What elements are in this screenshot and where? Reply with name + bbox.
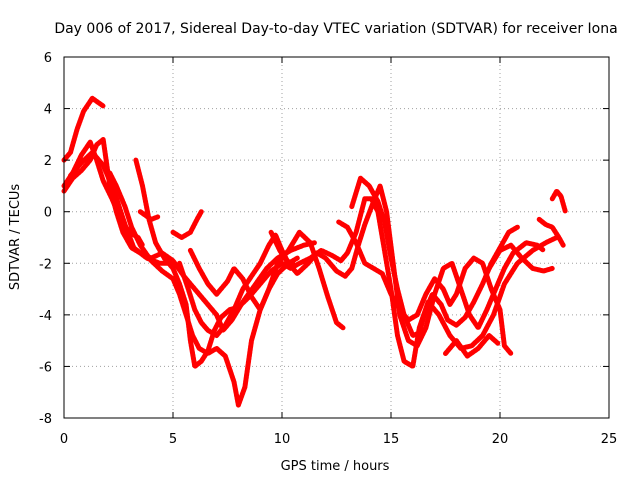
- series-arc9: [170, 209, 204, 240]
- series-arc16: [536, 216, 566, 248]
- x-axis-label: GPS time / hours: [281, 459, 390, 474]
- x-tick-label: 20: [492, 432, 509, 447]
- series-arc7: [137, 209, 161, 222]
- y-tick-label: 0: [44, 206, 52, 221]
- series-arc15: [486, 242, 555, 274]
- x-tick-label: 25: [601, 432, 618, 447]
- y-tick-label: 4: [44, 103, 52, 118]
- y-axis-label: SDTVAR / TECUs: [8, 184, 23, 291]
- y-tick-label: -8: [39, 412, 52, 427]
- x-tick-label: 5: [169, 432, 177, 447]
- data-series: [61, 95, 568, 408]
- grid-lines: [64, 57, 609, 418]
- series-arc13: [336, 219, 514, 356]
- x-tick-label: 10: [274, 432, 291, 447]
- y-tick-label: -2: [39, 257, 52, 272]
- series-arc2: [61, 95, 106, 163]
- x-tick-label: 15: [383, 432, 400, 447]
- y-tick-label: 2: [44, 154, 52, 169]
- series-arc14: [443, 333, 501, 359]
- series-arc11: [268, 229, 296, 266]
- chart-title: Day 006 of 2017, Sidereal Day-to-day VTE…: [54, 21, 617, 37]
- plot-frame: [63, 56, 610, 419]
- y-tick-label: -4: [39, 309, 52, 324]
- y-axis-ticks: -8 -6 -4 -2 0 2 4 6: [39, 51, 609, 427]
- y-tick-label: -6: [39, 360, 52, 375]
- series-arc3: [61, 137, 318, 333]
- x-tick-label: 0: [60, 432, 68, 447]
- y-tick-label: 6: [44, 51, 52, 66]
- series-arc10: [187, 229, 346, 331]
- x-axis-ticks: 0 5 10 15 20 25: [60, 57, 617, 447]
- series-arc17: [549, 188, 568, 215]
